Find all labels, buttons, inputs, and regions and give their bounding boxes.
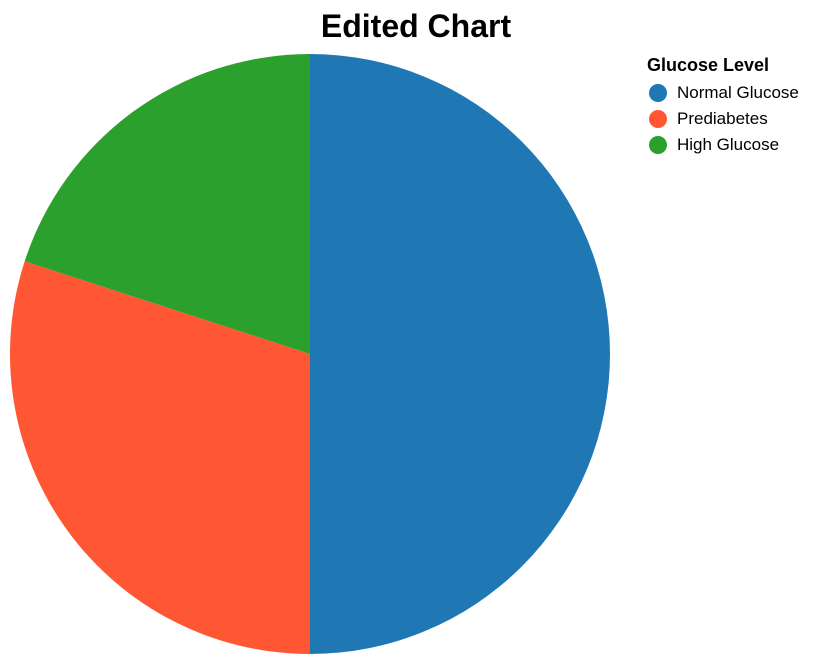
pie-slice-normal-glucose	[310, 54, 610, 654]
pie-slice-high-glucose	[24, 54, 310, 354]
legend-swatch-normal-glucose	[649, 84, 667, 102]
legend-item-normal-glucose: Normal Glucose	[647, 80, 799, 106]
legend-swatch-high-glucose	[649, 136, 667, 154]
legend-item-high-glucose: High Glucose	[647, 132, 799, 158]
legend-label-normal-glucose: Normal Glucose	[677, 83, 799, 102]
chart-title: Edited Chart	[320, 8, 512, 44]
pie-slices	[9, 54, 610, 654]
legend-label-high-glucose: High Glucose	[677, 135, 780, 154]
legend-item-prediabetes: Prediabetes	[647, 106, 799, 132]
legend-label-prediabetes: Prediabetes	[677, 109, 768, 128]
legend-swatch-prediabetes	[649, 110, 667, 128]
pie-slice-prediabetes	[9, 261, 311, 654]
legend: Glucose Level Normal Glucose Prediabetes…	[647, 54, 799, 158]
legend-title: Glucose Level	[647, 55, 770, 75]
